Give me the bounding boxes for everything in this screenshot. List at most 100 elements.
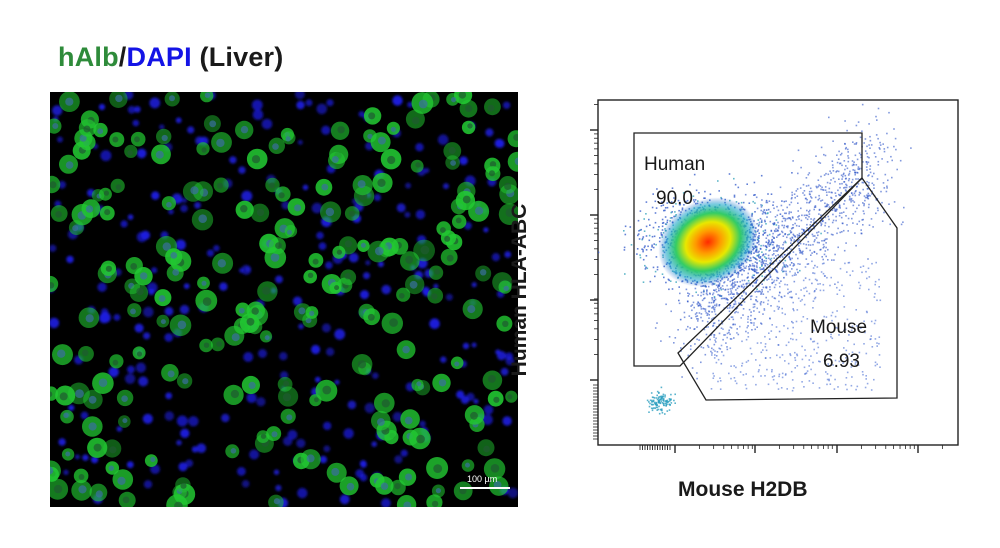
event-dot	[771, 238, 773, 241]
event-dot	[873, 296, 876, 298]
event-dot	[899, 159, 902, 162]
event-dot	[648, 401, 650, 403]
event-dot	[805, 372, 808, 374]
event-dot	[773, 207, 775, 210]
event-dot	[770, 193, 773, 195]
event-dot	[689, 348, 692, 351]
event-dot	[830, 172, 832, 174]
scale-bar-label: 100 µm	[467, 474, 498, 484]
event-dot	[849, 322, 851, 325]
event-dot	[790, 337, 792, 340]
event-dot	[782, 266, 784, 269]
event-dot	[761, 283, 763, 285]
hepatocyte-mark	[82, 416, 103, 437]
event-dot	[657, 397, 660, 400]
event-dot	[809, 224, 812, 226]
event-dot	[878, 336, 881, 338]
event-dot	[666, 202, 668, 204]
event-dot	[893, 145, 895, 148]
event-dot	[678, 299, 680, 302]
hepatocyte-mark	[109, 92, 128, 108]
x-axis-label: Mouse H2DB	[678, 478, 808, 501]
event-dot	[848, 199, 851, 201]
event-dot	[810, 218, 812, 220]
event-dot	[855, 164, 858, 166]
nucleus-mark	[343, 428, 354, 439]
hepatocyte-mark	[357, 239, 370, 252]
event-dot	[873, 152, 876, 154]
nucleus-mark	[188, 416, 199, 427]
hepatocyte-mark	[400, 409, 420, 429]
nucleus-mark	[50, 317, 60, 329]
event-dot	[660, 395, 663, 398]
event-dot	[777, 227, 780, 229]
event-dot	[866, 163, 868, 165]
event-dot	[668, 288, 670, 291]
event-dot	[702, 293, 705, 296]
hepatocyte-mark	[363, 308, 381, 326]
event-dot	[838, 150, 840, 153]
event-dot	[851, 164, 854, 167]
nucleus-mark	[168, 208, 174, 215]
hepatocyte-mark	[61, 448, 75, 461]
event-dot	[740, 304, 742, 306]
event-dot	[746, 183, 748, 185]
event-dot	[657, 408, 659, 411]
hepatocyte-mark	[125, 257, 143, 275]
event-dot	[887, 179, 889, 182]
hepatocyte-mark	[370, 132, 391, 153]
event-dot	[847, 155, 849, 157]
event-dot	[717, 286, 719, 288]
event-dot	[750, 321, 752, 324]
event-dot	[719, 287, 722, 290]
event-dot	[767, 239, 770, 241]
event-dot	[749, 257, 752, 259]
event-dot	[833, 199, 836, 201]
event-dot	[778, 300, 780, 303]
event-dot	[837, 386, 839, 388]
nucleus-mark	[181, 197, 188, 203]
event-dot	[791, 379, 794, 381]
event-dot	[711, 298, 714, 301]
event-dot	[825, 242, 827, 244]
event-dot	[808, 216, 810, 218]
event-dot	[782, 248, 784, 250]
event-dot	[877, 160, 880, 163]
event-dot	[770, 330, 773, 332]
event-dot	[771, 240, 773, 242]
event-dot	[726, 346, 728, 348]
nucleus-mark	[348, 252, 359, 263]
event-dot	[740, 201, 743, 204]
event-dot	[715, 361, 718, 364]
hepatocyte-mark	[78, 346, 94, 362]
event-dot	[832, 166, 834, 169]
event-dot	[721, 351, 723, 353]
event-dot	[752, 268, 754, 271]
human-gate-value: 90.0	[656, 188, 693, 209]
event-dot	[796, 240, 799, 243]
event-dot	[664, 207, 667, 209]
hepatocyte-mark	[223, 384, 244, 405]
event-dot	[712, 292, 715, 294]
nucleus-mark	[58, 180, 66, 189]
event-dot	[789, 296, 792, 299]
nucleus-mark	[429, 318, 440, 329]
event-dot	[867, 175, 869, 177]
event-dot	[850, 384, 853, 387]
hepatocyte-mark	[213, 177, 229, 193]
event-dot	[818, 360, 820, 363]
event-dot	[759, 257, 761, 259]
event-dot	[675, 281, 677, 283]
event-dot	[719, 348, 722, 350]
event-dot	[797, 241, 800, 244]
event-dot	[750, 295, 753, 297]
event-dot	[801, 381, 803, 383]
nucleus-mark	[108, 366, 119, 378]
event-dot	[815, 237, 818, 239]
event-dot	[831, 202, 834, 204]
event-dot	[881, 220, 884, 222]
event-dot	[824, 205, 827, 208]
event-dot	[835, 210, 838, 212]
event-dot	[773, 222, 776, 225]
event-dot	[883, 187, 886, 189]
